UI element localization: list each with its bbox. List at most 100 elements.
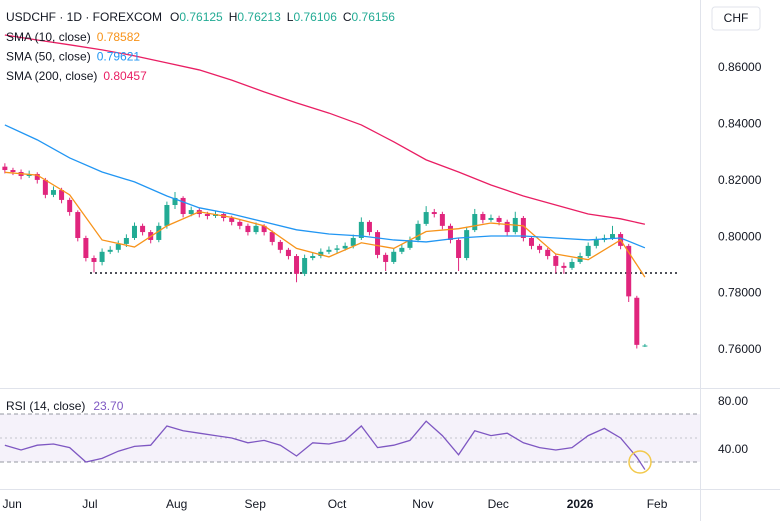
legend-item: SMA (200, close): [6, 69, 97, 83]
candle-body: [59, 190, 65, 200]
candle-body: [537, 245, 543, 250]
legend-row: SMA (200, close) 0.80457: [6, 69, 147, 83]
candle-body: [253, 225, 259, 233]
price-pane: [2, 34, 680, 349]
sma-line: [4, 124, 646, 249]
rsi-pane: [0, 413, 700, 470]
legend-row: USDCHF · 1D · FOREXCOM O0.76125 H0.76213 L0…: [6, 10, 395, 24]
candle-body: [334, 248, 340, 250]
candle-body: [261, 225, 267, 233]
candle-body: [326, 249, 332, 252]
legend-item: SMA (50, close): [6, 50, 91, 64]
candle-body: [180, 197, 186, 215]
sma-line: [4, 34, 646, 225]
candle-body: [391, 251, 397, 262]
candle-body: [140, 225, 146, 233]
candle-body: [626, 245, 632, 297]
candle-body: [456, 239, 462, 259]
candle-body: [294, 256, 300, 274]
y-tick-label: 0.76000: [718, 342, 762, 356]
candle-body: [496, 217, 502, 222]
x-tick-label: Jul: [82, 497, 97, 511]
candle-body: [156, 225, 162, 240]
candle-body: [318, 251, 324, 257]
candle-body: [50, 190, 56, 195]
candle-body: [310, 256, 316, 259]
legend-item: 0.76156: [352, 10, 396, 24]
candle-body: [488, 217, 494, 220]
candle-body: [447, 225, 453, 240]
rsi-tick-label: 80.00: [718, 394, 748, 408]
y-tick-label: 0.82000: [718, 173, 762, 187]
candle-body: [375, 232, 381, 255]
rsi-tick-label: 40.00: [718, 442, 748, 456]
candle-body: [277, 241, 283, 250]
x-tick-label: 2026: [567, 497, 594, 511]
candle-body: [423, 212, 429, 224]
candle-body: [577, 256, 583, 262]
candle-body: [439, 214, 445, 226]
candle-body: [285, 249, 291, 257]
legend-item: H: [229, 10, 238, 24]
axes: 0.86000 0.84000 0.82000 0.80000 0.78000 0.760…: [2, 60, 761, 511]
candle-body: [383, 254, 389, 262]
candle-body: [610, 234, 615, 238]
x-tick-label: Feb: [647, 497, 668, 511]
candle-body: [480, 214, 486, 220]
candle-body: [245, 225, 251, 233]
currency: CHF: [724, 11, 749, 25]
candle-body: [67, 199, 73, 213]
legend-item: 0.76125: [179, 10, 223, 24]
candle-body: [431, 212, 437, 215]
candle-body: [123, 237, 129, 244]
candle-body: [269, 232, 275, 242]
candle-body: [642, 345, 648, 347]
legend-item: C: [343, 10, 352, 24]
candle-body: [99, 251, 105, 262]
candle-body: [188, 210, 194, 215]
legend-item: SMA (10, close): [6, 30, 91, 44]
candle-body: [415, 223, 421, 240]
legend-item: 0.78582: [97, 30, 141, 44]
candle-body: [42, 179, 48, 195]
candle-body: [585, 245, 591, 257]
candle-body: [520, 217, 526, 238]
y-tick-label: 0.86000: [718, 60, 762, 74]
candle-body: [204, 214, 210, 216]
legend-item: 0.76106: [293, 10, 337, 24]
candle-body: [342, 245, 348, 249]
candle-body: [172, 197, 178, 205]
candle-body: [528, 237, 534, 246]
legend-item: O: [170, 10, 179, 24]
highlight-circle: [628, 450, 652, 474]
candle-body: [358, 221, 364, 238]
candle-body: [464, 230, 470, 259]
candle-body: [164, 204, 170, 226]
legend-item: 0.80457: [103, 69, 147, 83]
candle-body: [569, 261, 575, 268]
y-tick-label: 0.80000: [718, 229, 762, 243]
x-tick-label: Oct: [328, 497, 347, 511]
candle-body: [10, 170, 16, 173]
legend-row: SMA (50, close) 0.79621: [6, 50, 140, 64]
candle-body: [34, 173, 40, 180]
candle-body: [107, 249, 113, 252]
candle-body: [561, 265, 567, 268]
x-tick-label: Nov: [412, 497, 433, 511]
candle-body: [83, 237, 89, 259]
legend-item: L: [287, 10, 294, 24]
candle-body: [634, 297, 640, 345]
x-tick-label: Jun: [2, 497, 21, 511]
candle-body: [237, 221, 243, 226]
candle-body: [350, 237, 356, 246]
sma-line: [4, 171, 646, 278]
candle-body: [131, 225, 137, 238]
candle-body: [115, 243, 121, 250]
candle-body: [504, 221, 510, 233]
candle-body: [593, 239, 599, 246]
candle-body: [2, 166, 8, 171]
candle-body: [302, 258, 308, 274]
currency-box[interactable]: [711, 6, 761, 31]
